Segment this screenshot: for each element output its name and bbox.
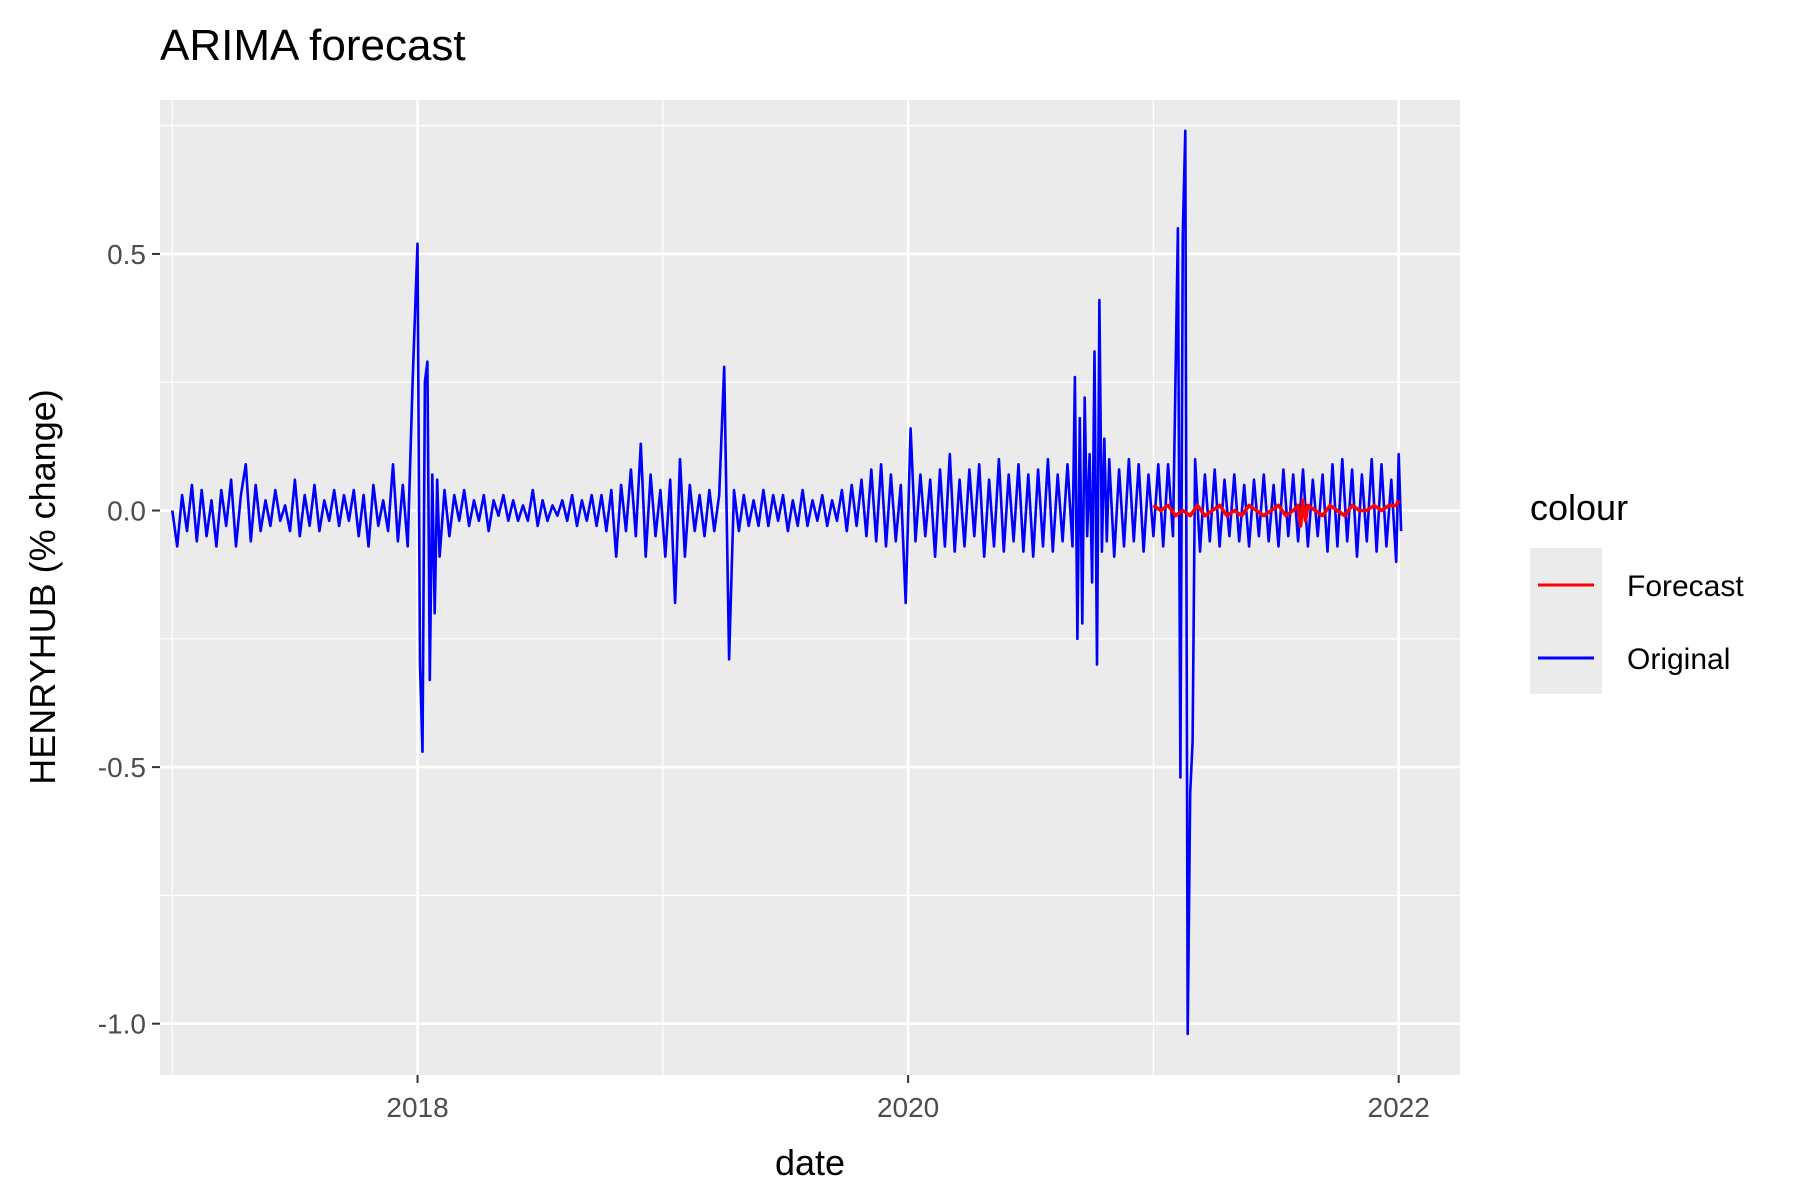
y-axis-title: HENRYHUB (% change) — [22, 389, 63, 784]
x-tick-label-0: 2018 — [386, 1092, 448, 1123]
plot-panel — [160, 100, 1460, 1075]
x-tick-label-1: 2020 — [877, 1092, 939, 1123]
x-axis: 2018 2020 2022 — [386, 1075, 1430, 1123]
minor-gridlines — [160, 100, 1460, 1075]
x-tick-label-2: 2022 — [1368, 1092, 1430, 1123]
legend-label-original: Original — [1627, 643, 1730, 676]
y-tick-label-0: 0.5 — [107, 239, 146, 270]
chart-title: ARIMA forecast — [160, 21, 466, 70]
legend-title: colour — [1530, 487, 1628, 528]
y-tick-label-2: -0.5 — [98, 752, 146, 783]
series-layer — [171, 129, 1403, 1036]
legend-label-forecast: Forecast — [1627, 570, 1744, 603]
legend-key-background — [1530, 548, 1602, 694]
series-line-forecast — [1152, 498, 1401, 528]
y-tick-label-3: -1.0 — [98, 1009, 146, 1040]
x-axis-title: date — [775, 1142, 845, 1183]
series-line-original — [171, 129, 1403, 1036]
y-axis: 0.5 0.0 -0.5 -1.0 — [98, 239, 160, 1040]
legend: colour Forecast Original — [1530, 487, 1744, 694]
y-tick-label-1: 0.0 — [107, 496, 146, 527]
